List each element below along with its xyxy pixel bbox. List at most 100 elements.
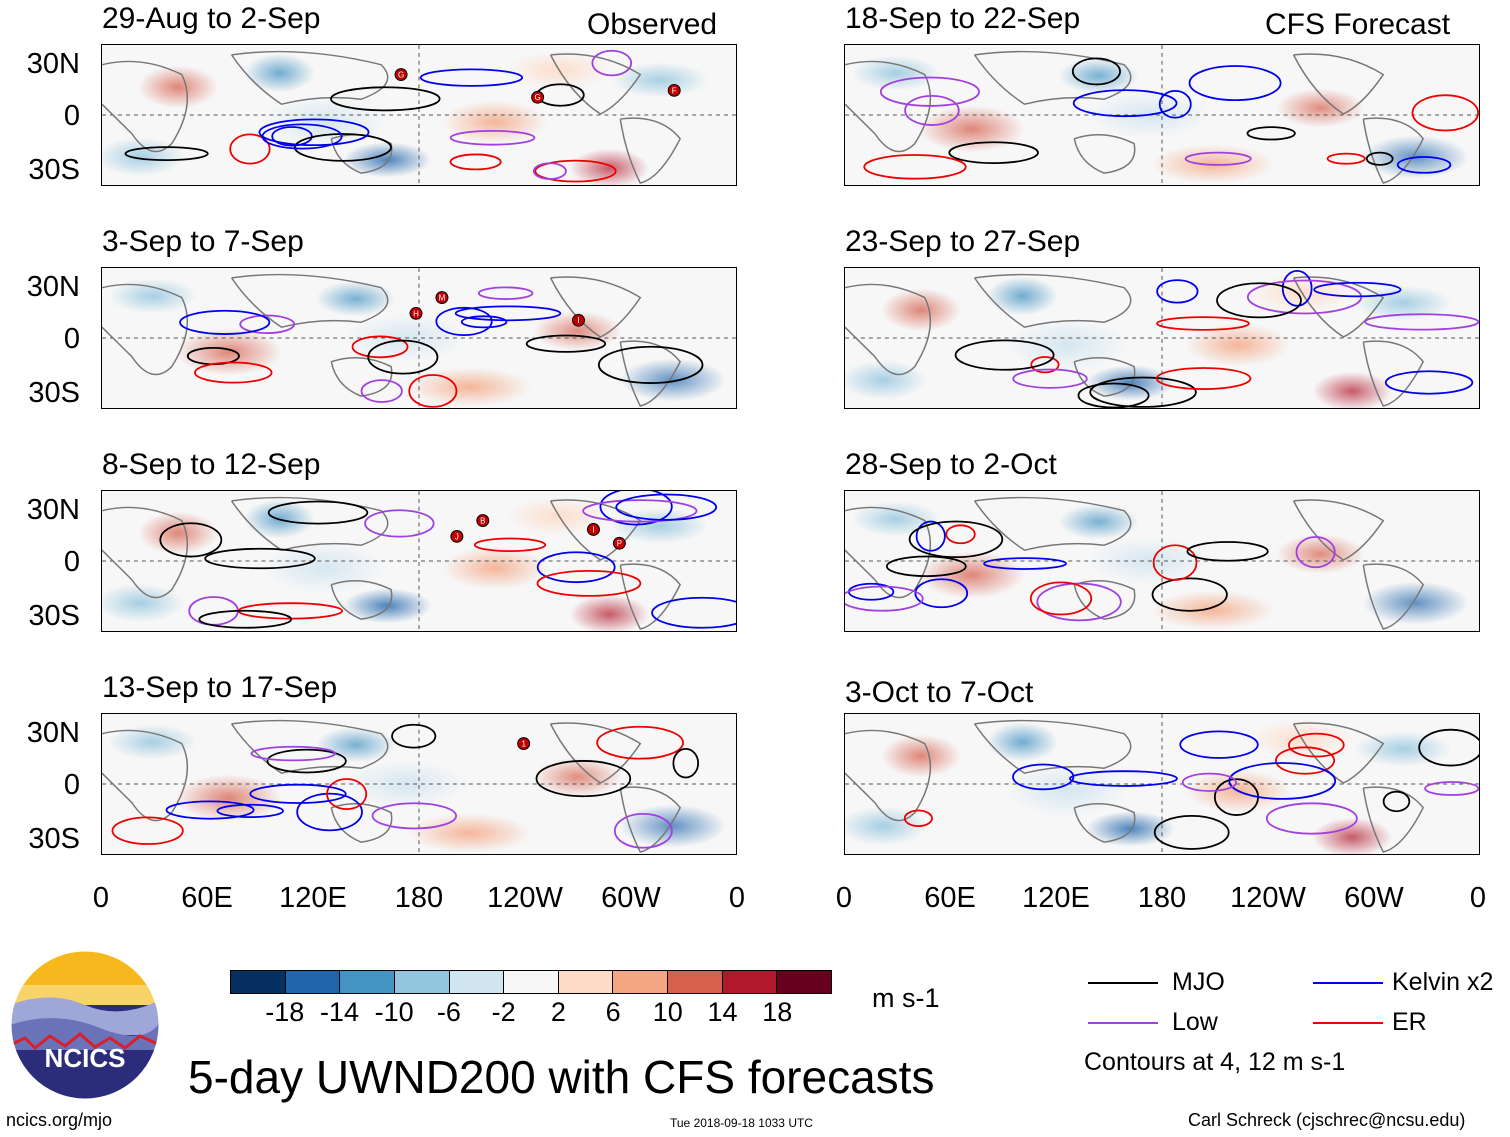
footer-url[interactable]: ncics.org/mjo <box>6 1110 113 1130</box>
contour <box>908 520 1004 559</box>
panel-title: 13-Sep to 17-Sep <box>102 671 338 704</box>
map-panel-forecast-4 <box>844 713 1480 855</box>
contour <box>124 146 209 162</box>
lon-label: 120W <box>487 882 563 914</box>
contour-note: Contours at 4, 12 m s-1 <box>1084 1048 1346 1076</box>
contour <box>250 745 336 762</box>
map-panel-observed-1: G G F <box>101 44 737 186</box>
contour <box>1152 544 1198 581</box>
contour <box>1365 151 1394 166</box>
contour <box>885 555 967 578</box>
contour <box>1153 814 1230 850</box>
lat-label: 30N <box>26 271 80 303</box>
panel-title: 3-Sep to 7-Sep <box>102 225 304 258</box>
contour <box>535 760 632 798</box>
contour <box>266 748 347 774</box>
contour-overlay <box>845 714 1479 854</box>
storm-marker: 1 <box>517 737 531 750</box>
contour <box>1030 356 1060 374</box>
contour-overlay: M I H <box>102 268 736 408</box>
contour <box>954 339 1055 371</box>
contour <box>1411 94 1479 132</box>
lat-label: 0 <box>63 546 80 578</box>
footer-author: Carl Schreck (cjschrec@ncsu.edu) <box>1188 1110 1466 1130</box>
contour <box>879 76 980 107</box>
contour <box>165 800 255 820</box>
contour <box>596 725 684 760</box>
map-panel-observed-2: M I H <box>101 267 737 409</box>
contour <box>582 499 698 523</box>
contour <box>371 802 457 830</box>
lon-label: 120W <box>1230 882 1306 914</box>
contour <box>1246 126 1296 141</box>
colorbar-swatch <box>613 971 669 993</box>
contour <box>1156 316 1250 331</box>
lon-label: 180 <box>394 882 444 914</box>
colorbar-swatch <box>777 971 832 993</box>
legend-label-kelvin: Kelvin x2 <box>1392 968 1494 996</box>
contour <box>326 778 368 811</box>
lat-label: 0 <box>63 769 80 801</box>
storm-marker: M <box>435 291 449 304</box>
coastline <box>1073 579 1136 620</box>
coastline <box>845 506 932 599</box>
lat-label: 30S <box>28 600 80 632</box>
contour <box>1012 368 1088 389</box>
contour <box>1072 89 1178 118</box>
lon-label: 0 <box>92 882 110 914</box>
legend-line-mjo <box>1088 982 1158 984</box>
contour <box>1156 279 1199 304</box>
coastline <box>845 283 932 376</box>
contour <box>599 491 673 526</box>
logo-text: NCICS <box>45 1043 126 1073</box>
lon-label: 120E <box>1022 882 1090 914</box>
contour <box>351 335 409 359</box>
coastline <box>330 579 393 620</box>
contour <box>863 154 967 180</box>
colorbar-tick-label: 2 <box>550 997 566 1027</box>
contour <box>111 816 184 845</box>
colorbar-tick-label: -14 <box>319 997 359 1027</box>
contour <box>948 141 1039 164</box>
storm-marker: J <box>450 529 464 543</box>
coastline <box>230 496 389 551</box>
contour-overlay: B P J I <box>102 491 736 631</box>
colorbar-swatch <box>668 971 723 993</box>
map-panel-observed-4: 1 <box>101 713 737 855</box>
contour <box>419 68 524 87</box>
colorbar-tick-label: -18 <box>265 997 305 1027</box>
colorbar-tick-label: -10 <box>374 997 414 1027</box>
contour <box>1384 370 1474 395</box>
contour <box>845 585 924 612</box>
coastline <box>1073 802 1136 843</box>
coastline <box>1362 117 1425 184</box>
contour <box>1265 802 1358 835</box>
coastline <box>102 506 189 599</box>
panel-title: 29-Aug to 2-Sep <box>102 2 321 35</box>
coastline <box>102 60 189 153</box>
colorbar-tick-label: 14 <box>707 997 738 1027</box>
colorbar-swatch <box>285 971 341 993</box>
contour <box>271 126 313 147</box>
coastline <box>330 356 393 397</box>
legend-line-er <box>1313 1022 1383 1024</box>
storm-marker: H <box>409 306 423 320</box>
legend-line-low <box>1088 1022 1158 1024</box>
contour <box>534 159 617 183</box>
contour <box>597 345 704 384</box>
contour <box>194 361 273 384</box>
contour <box>1295 536 1336 569</box>
coastline <box>549 276 642 338</box>
contour <box>1216 282 1302 319</box>
coastline <box>549 722 642 784</box>
lon-label: 0 <box>835 882 853 914</box>
contour <box>454 305 562 322</box>
coastline <box>1292 499 1385 561</box>
contour <box>1213 778 1259 816</box>
svg-text:I: I <box>577 316 579 325</box>
contour <box>672 748 700 779</box>
coastline <box>230 50 389 105</box>
contour <box>615 493 718 521</box>
colorbar-swatch <box>340 971 395 993</box>
panel-title: 8-Sep to 12-Sep <box>102 448 321 481</box>
